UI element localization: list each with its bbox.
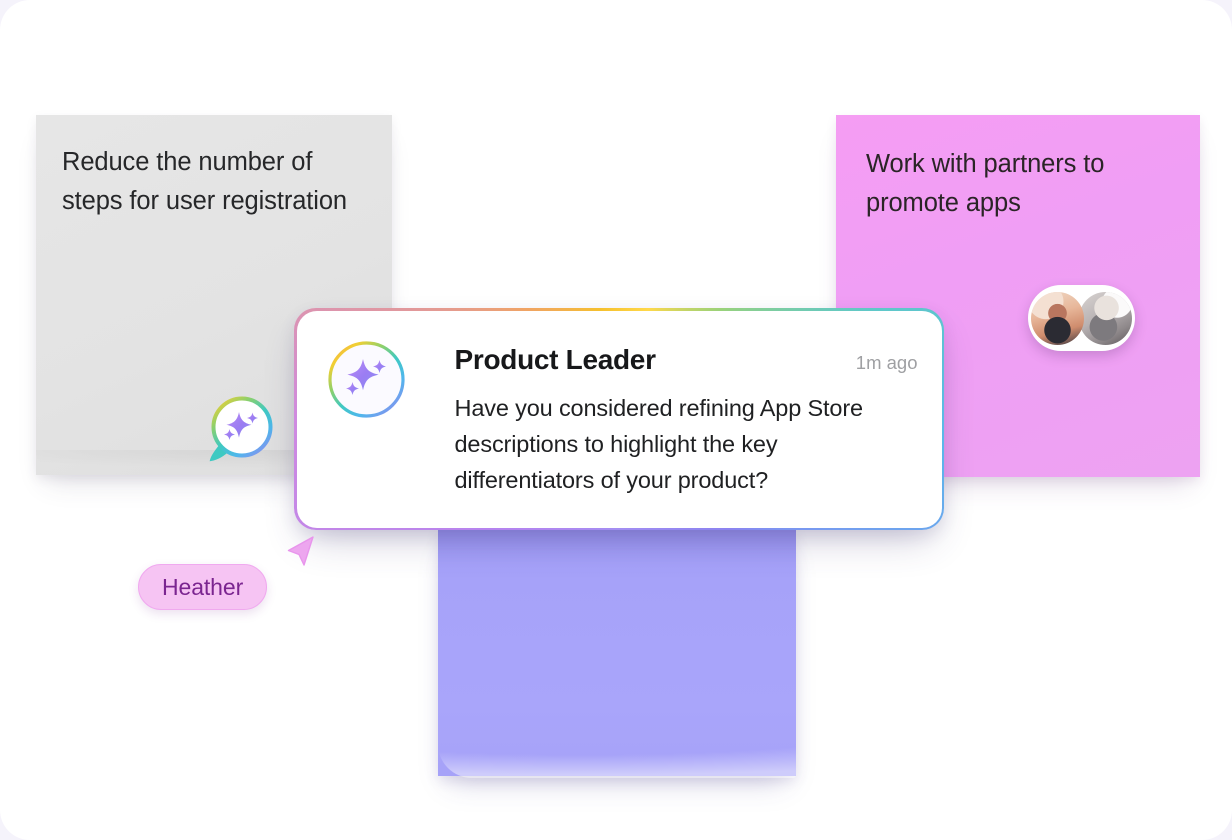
sticky-note-text: Reduce the number of steps for user regi… — [62, 148, 348, 215]
sticky-note-text: Work with partners to promote apps — [866, 150, 1105, 217]
sticky-note-purple[interactable] — [438, 528, 796, 778]
sparkles-icon — [327, 340, 406, 419]
sticky-note-surface — [438, 528, 796, 778]
ai-suggestion-bubble-icon[interactable] — [205, 392, 279, 466]
ai-card-surface: Product Leader 1m ago Have you considere… — [296, 310, 942, 528]
avatar-group-bubble[interactable] — [1028, 285, 1135, 351]
collaborator-name-text: Heather — [162, 573, 244, 600]
collaborator-name-label[interactable]: Heather — [138, 564, 268, 610]
avatar — [1079, 291, 1132, 345]
collaborator-cursor-icon — [283, 534, 317, 568]
ai-card-timestamp: 1m ago — [855, 351, 918, 373]
avatar — [1031, 291, 1084, 345]
ai-card-message: Have you considered refining App Store d… — [454, 394, 864, 493]
ai-card-title: Product Leader — [454, 343, 656, 375]
ai-suggestion-card[interactable]: Product Leader 1m ago Have you considere… — [294, 308, 944, 530]
